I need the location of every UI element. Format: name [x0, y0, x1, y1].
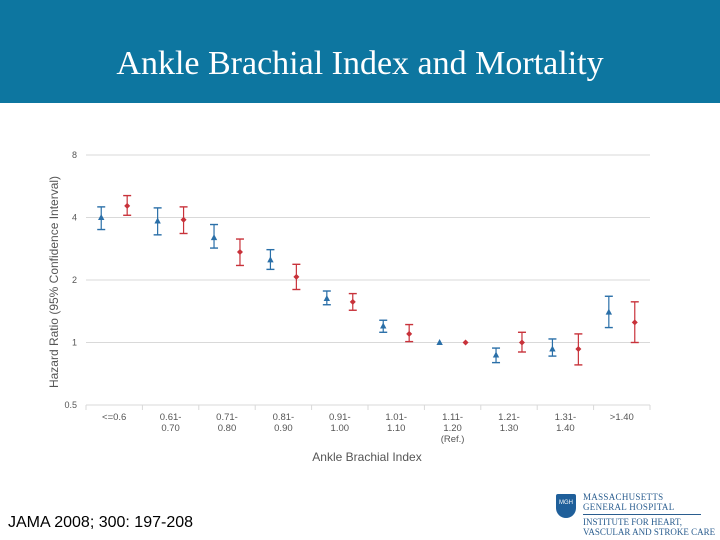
data-point [575, 346, 582, 353]
data-point [349, 298, 356, 305]
x-axis-label: Ankle Brachial Index [312, 450, 421, 464]
y-tick-label: 1 [72, 338, 77, 348]
y-tick-label: 0.5 [64, 400, 77, 410]
x-tick-label: 0.91- [329, 412, 351, 423]
y-tick-label: 8 [72, 150, 77, 160]
x-tick-label: 0.80 [218, 423, 237, 434]
logo-line-3: INSTITUTE FOR HEART, [583, 517, 683, 527]
slide-title: Ankle Brachial Index and Mortality [116, 45, 604, 82]
logo-divider [583, 514, 701, 515]
x-tick-label: (Ref.) [441, 434, 465, 445]
data-point [462, 339, 469, 346]
data-point [605, 308, 613, 315]
data-point [210, 234, 218, 241]
data-point [549, 345, 556, 352]
x-tick-label: 1.30 [500, 423, 519, 434]
x-tick-label: 1.31- [555, 412, 577, 423]
hospital-logo: MGH MASSACHUSETTS GENERAL HOSPITAL INSTI… [556, 492, 716, 538]
data-point [154, 217, 161, 224]
x-tick-label: 1.21- [498, 412, 520, 423]
x-tick-label: 0.90 [274, 423, 293, 434]
data-point [518, 339, 525, 346]
y-tick-label: 2 [72, 275, 77, 285]
x-tick-label: 0.71- [216, 412, 238, 423]
data-point [323, 294, 331, 301]
x-tick-label: 0.81- [273, 412, 295, 423]
hazard-ratio-chart: 0.5 1 2 4 8 <=0.6 0.61-0.70 0.71-0.80 0.81-0.90 0… [47, 150, 651, 464]
x-tick-label: 1.00 [331, 423, 350, 434]
data-point [98, 214, 105, 220]
x-tick-label: 0.61- [160, 412, 182, 423]
logo-line-1: MASSACHUSETTS [583, 492, 664, 502]
data-point [631, 319, 638, 326]
x-tick-label: 0.70 [161, 423, 180, 434]
citation: JAMA 2008; 300: 197-208 [8, 514, 194, 531]
x-tick-label: >1.40 [610, 412, 634, 423]
x-tick-label: <=0.6 [102, 412, 126, 423]
logo-line-4: VASCULAR AND STROKE CARE [583, 527, 716, 537]
data-point [180, 216, 187, 223]
x-tick-label: 1.11- [442, 412, 463, 423]
title-bar [0, 0, 720, 103]
x-tick-label: 1.20 [443, 423, 462, 434]
data-point [267, 256, 274, 263]
data-point [436, 339, 443, 345]
x-tick-label: 1.40 [556, 423, 575, 434]
y-tick-label: 4 [72, 213, 77, 223]
data-point [124, 202, 131, 209]
data-point [406, 330, 413, 337]
data-point [236, 248, 243, 255]
y-axis-label: Hazard Ratio (95% Confidence Interval) [47, 176, 61, 388]
logo-line-2: GENERAL HOSPITAL [583, 502, 675, 512]
shield-label: MGH [559, 500, 573, 506]
data-point [380, 322, 387, 329]
x-tick-label: 1.10 [387, 423, 406, 434]
data-point [492, 351, 500, 358]
x-tick-label: 1.01- [385, 412, 407, 423]
shield-icon [556, 494, 576, 518]
data-point [293, 273, 300, 280]
